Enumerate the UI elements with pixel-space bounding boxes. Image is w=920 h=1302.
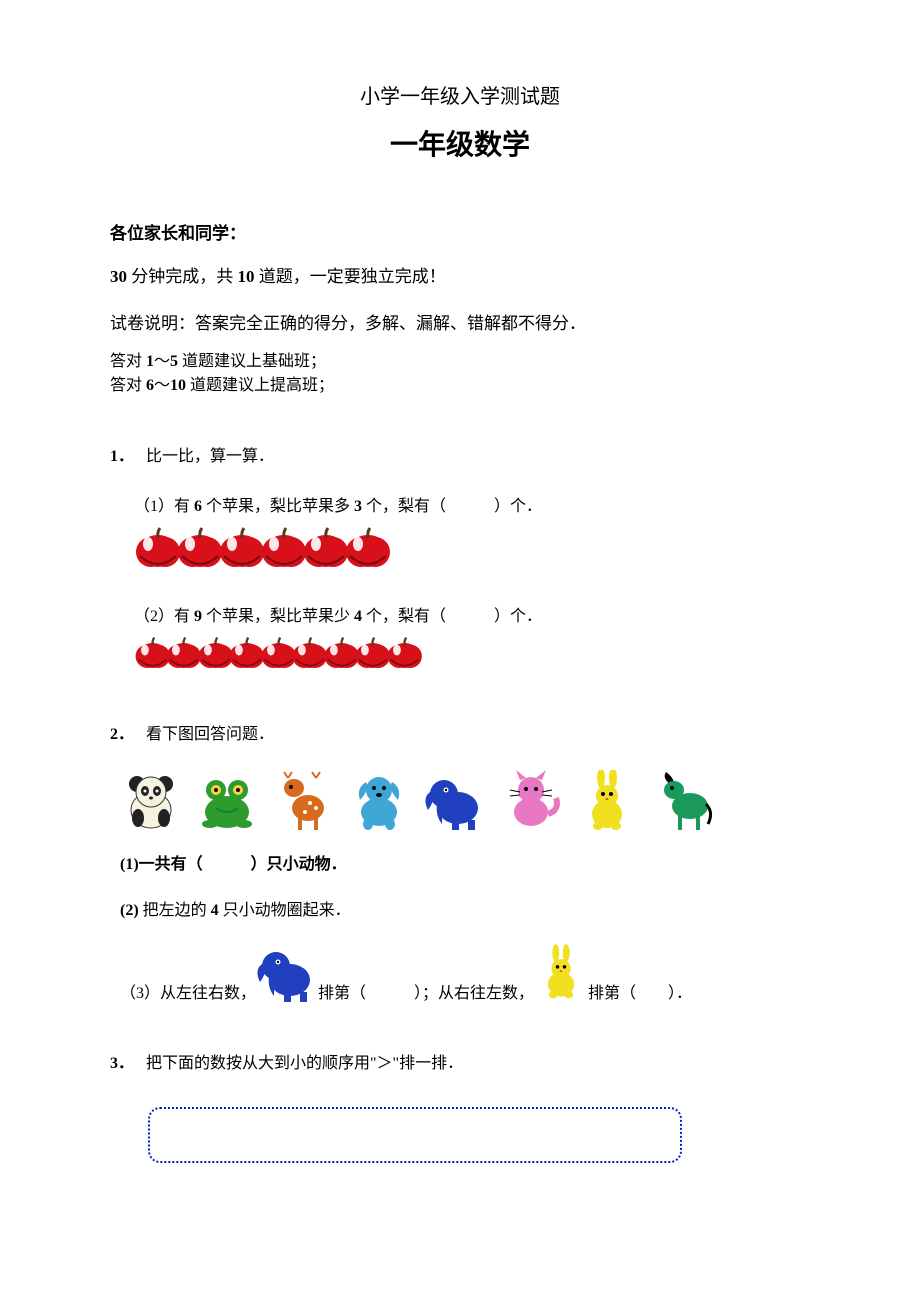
q2-sub3: （3）从左往右数， 排第（ ）；从右往左数， 排第（ ）． <box>120 942 810 1009</box>
greeting: 各位家长和同学： <box>110 219 810 244</box>
page-title: 小学一年级入学测试题 <box>110 80 810 109</box>
dog-icon <box>348 770 410 832</box>
apple-icon <box>176 526 224 570</box>
elephant-icon <box>256 942 318 1009</box>
q2-heading: 2．看下图回答问题． <box>110 720 810 744</box>
recommendation-block: 答对 1～5 道题建议上基础班； 答对 6～10 道题建议上提高班； <box>110 350 810 398</box>
cat-icon <box>500 770 562 832</box>
instruction-time: 30 分钟完成，共 10 道题，一定要独立完成！ <box>110 262 810 287</box>
q2-animal-row <box>120 770 810 832</box>
apple-icon <box>302 526 350 570</box>
elephant-icon <box>424 770 486 832</box>
q1-heading: 1．比一比，算一算． <box>110 442 810 466</box>
q2-sub1: (1)一共有（ ）只小动物． <box>120 850 810 874</box>
q2-sub2: (2) 把左边的 4 只小动物圈起来． <box>120 896 810 920</box>
q1-apples-row-2 <box>134 636 810 670</box>
q3-heading: 3．把下面的数按从大到小的顺序用"＞"排一排． <box>110 1049 810 1073</box>
apple-icon <box>134 526 182 570</box>
q3-answer-box[interactable] <box>148 1107 682 1163</box>
rabbit-icon <box>534 942 588 1009</box>
q1-apples-row-1 <box>134 526 810 570</box>
recommendation-advanced: 答对 6～10 道题建议上提高班； <box>110 374 810 398</box>
apple-icon <box>260 526 308 570</box>
horse-icon <box>652 770 714 832</box>
apple-icon <box>344 526 392 570</box>
page-subtitle: 一年级数学 <box>110 123 810 163</box>
frog-icon <box>196 770 258 832</box>
q1-part1-text: （1）有 6 个苹果，梨比苹果多 3 个，梨有（ ）个． <box>134 492 810 516</box>
q1-part2-text: （2）有 9 个苹果，梨比苹果少 4 个，梨有（ ）个． <box>134 602 810 626</box>
recommendation-basic: 答对 1～5 道题建议上基础班； <box>110 350 810 374</box>
rabbit-icon <box>576 770 638 832</box>
panda-icon <box>120 770 182 832</box>
deer-icon <box>272 770 334 832</box>
apple-icon <box>386 636 423 670</box>
instruction-scoring: 试卷说明：答案完全正确的得分，多解、漏解、错解都不得分． <box>110 309 810 334</box>
apple-icon <box>218 526 266 570</box>
